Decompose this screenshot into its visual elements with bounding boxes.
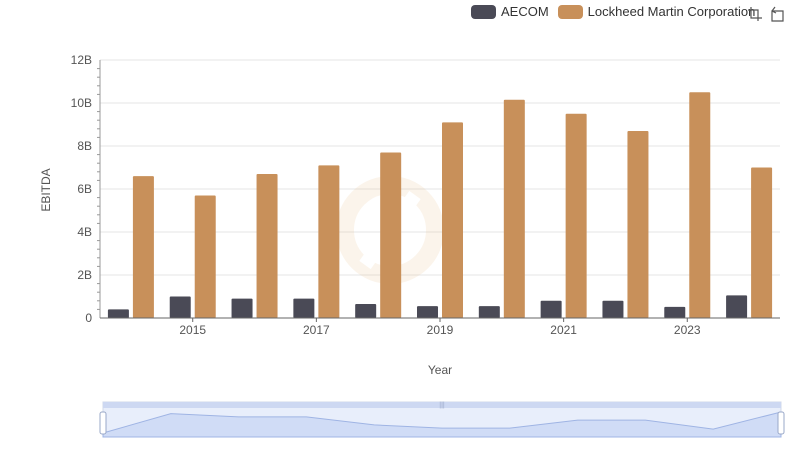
bar-aecom[interactable] bbox=[231, 298, 253, 318]
y-tick-label: 6B bbox=[77, 182, 92, 196]
bar-aecom[interactable] bbox=[664, 306, 686, 318]
x-tick-label: 2019 bbox=[427, 323, 454, 337]
restore-icon[interactable] bbox=[769, 6, 785, 22]
y-tick-label: 0 bbox=[85, 311, 92, 325]
bar-aecom[interactable] bbox=[169, 296, 191, 319]
bar-aecom[interactable] bbox=[478, 306, 500, 318]
bar-aecom[interactable] bbox=[107, 309, 129, 318]
bar-aecom[interactable] bbox=[726, 295, 748, 318]
bar-aecom[interactable] bbox=[540, 300, 562, 318]
zoom-icon[interactable] bbox=[747, 6, 763, 22]
y-tick-label: 12B bbox=[71, 53, 92, 67]
bars bbox=[107, 92, 773, 319]
axes: 0 2B 4B 6B 8B 10B 12B 2015 2017 2019 2021 2023 bbox=[71, 53, 780, 337]
legend: AECOM Lockheed Martin Corporation bbox=[471, 4, 764, 19]
bar-aecom[interactable] bbox=[293, 298, 315, 318]
bar-lockheed-martin[interactable] bbox=[627, 130, 649, 318]
x-tick-label: 2023 bbox=[674, 323, 701, 337]
legend-item-aecom[interactable]: AECOM bbox=[471, 4, 549, 19]
bar-lockheed-martin[interactable] bbox=[442, 122, 463, 318]
x-tick-label: 2015 bbox=[179, 323, 206, 337]
y-tick-label: 10B bbox=[71, 96, 92, 110]
data-zoom-slider[interactable]: ||| bbox=[99, 401, 785, 438]
x-tick-label: 2017 bbox=[303, 323, 330, 337]
bar-lockheed-martin[interactable] bbox=[256, 173, 278, 318]
y-tick-label: 2B bbox=[77, 268, 92, 282]
bar-lockheed-martin[interactable] bbox=[689, 92, 711, 318]
bar-lockheed-martin[interactable] bbox=[318, 165, 340, 318]
data-zoom-handle-right[interactable] bbox=[777, 411, 785, 435]
legend-label-lockheed: Lockheed Martin Corporation bbox=[587, 4, 756, 19]
legend-swatch-lockheed bbox=[557, 4, 583, 19]
bar-aecom[interactable] bbox=[417, 306, 438, 318]
legend-item-lockheed[interactable]: Lockheed Martin Corporation bbox=[557, 4, 756, 19]
x-tick-label: 2021 bbox=[550, 323, 577, 337]
bar-lockheed-martin[interactable] bbox=[503, 99, 525, 319]
bar-lockheed-martin[interactable] bbox=[132, 176, 154, 318]
bar-aecom[interactable] bbox=[355, 304, 377, 318]
bar-aecom[interactable] bbox=[602, 300, 624, 318]
data-zoom-top-bar[interactable] bbox=[103, 402, 781, 408]
toolbox bbox=[747, 6, 785, 22]
data-zoom-grip-icon[interactable]: ||| bbox=[439, 402, 445, 409]
data-zoom-handle-left[interactable] bbox=[99, 411, 107, 435]
bar-lockheed-martin[interactable] bbox=[194, 195, 216, 318]
bar-lockheed-martin[interactable] bbox=[565, 113, 587, 318]
y-tick-label: 8B bbox=[77, 139, 92, 153]
y-axis-title: EBITDA bbox=[39, 168, 53, 211]
y-tick-label: 4B bbox=[77, 225, 92, 239]
legend-swatch-aecom bbox=[471, 4, 496, 19]
legend-label-aecom: AECOM bbox=[501, 4, 549, 19]
x-axis-title: Year bbox=[428, 363, 452, 377]
bar-lockheed-martin[interactable] bbox=[751, 167, 773, 319]
bar-lockheed-martin[interactable] bbox=[380, 152, 402, 318]
